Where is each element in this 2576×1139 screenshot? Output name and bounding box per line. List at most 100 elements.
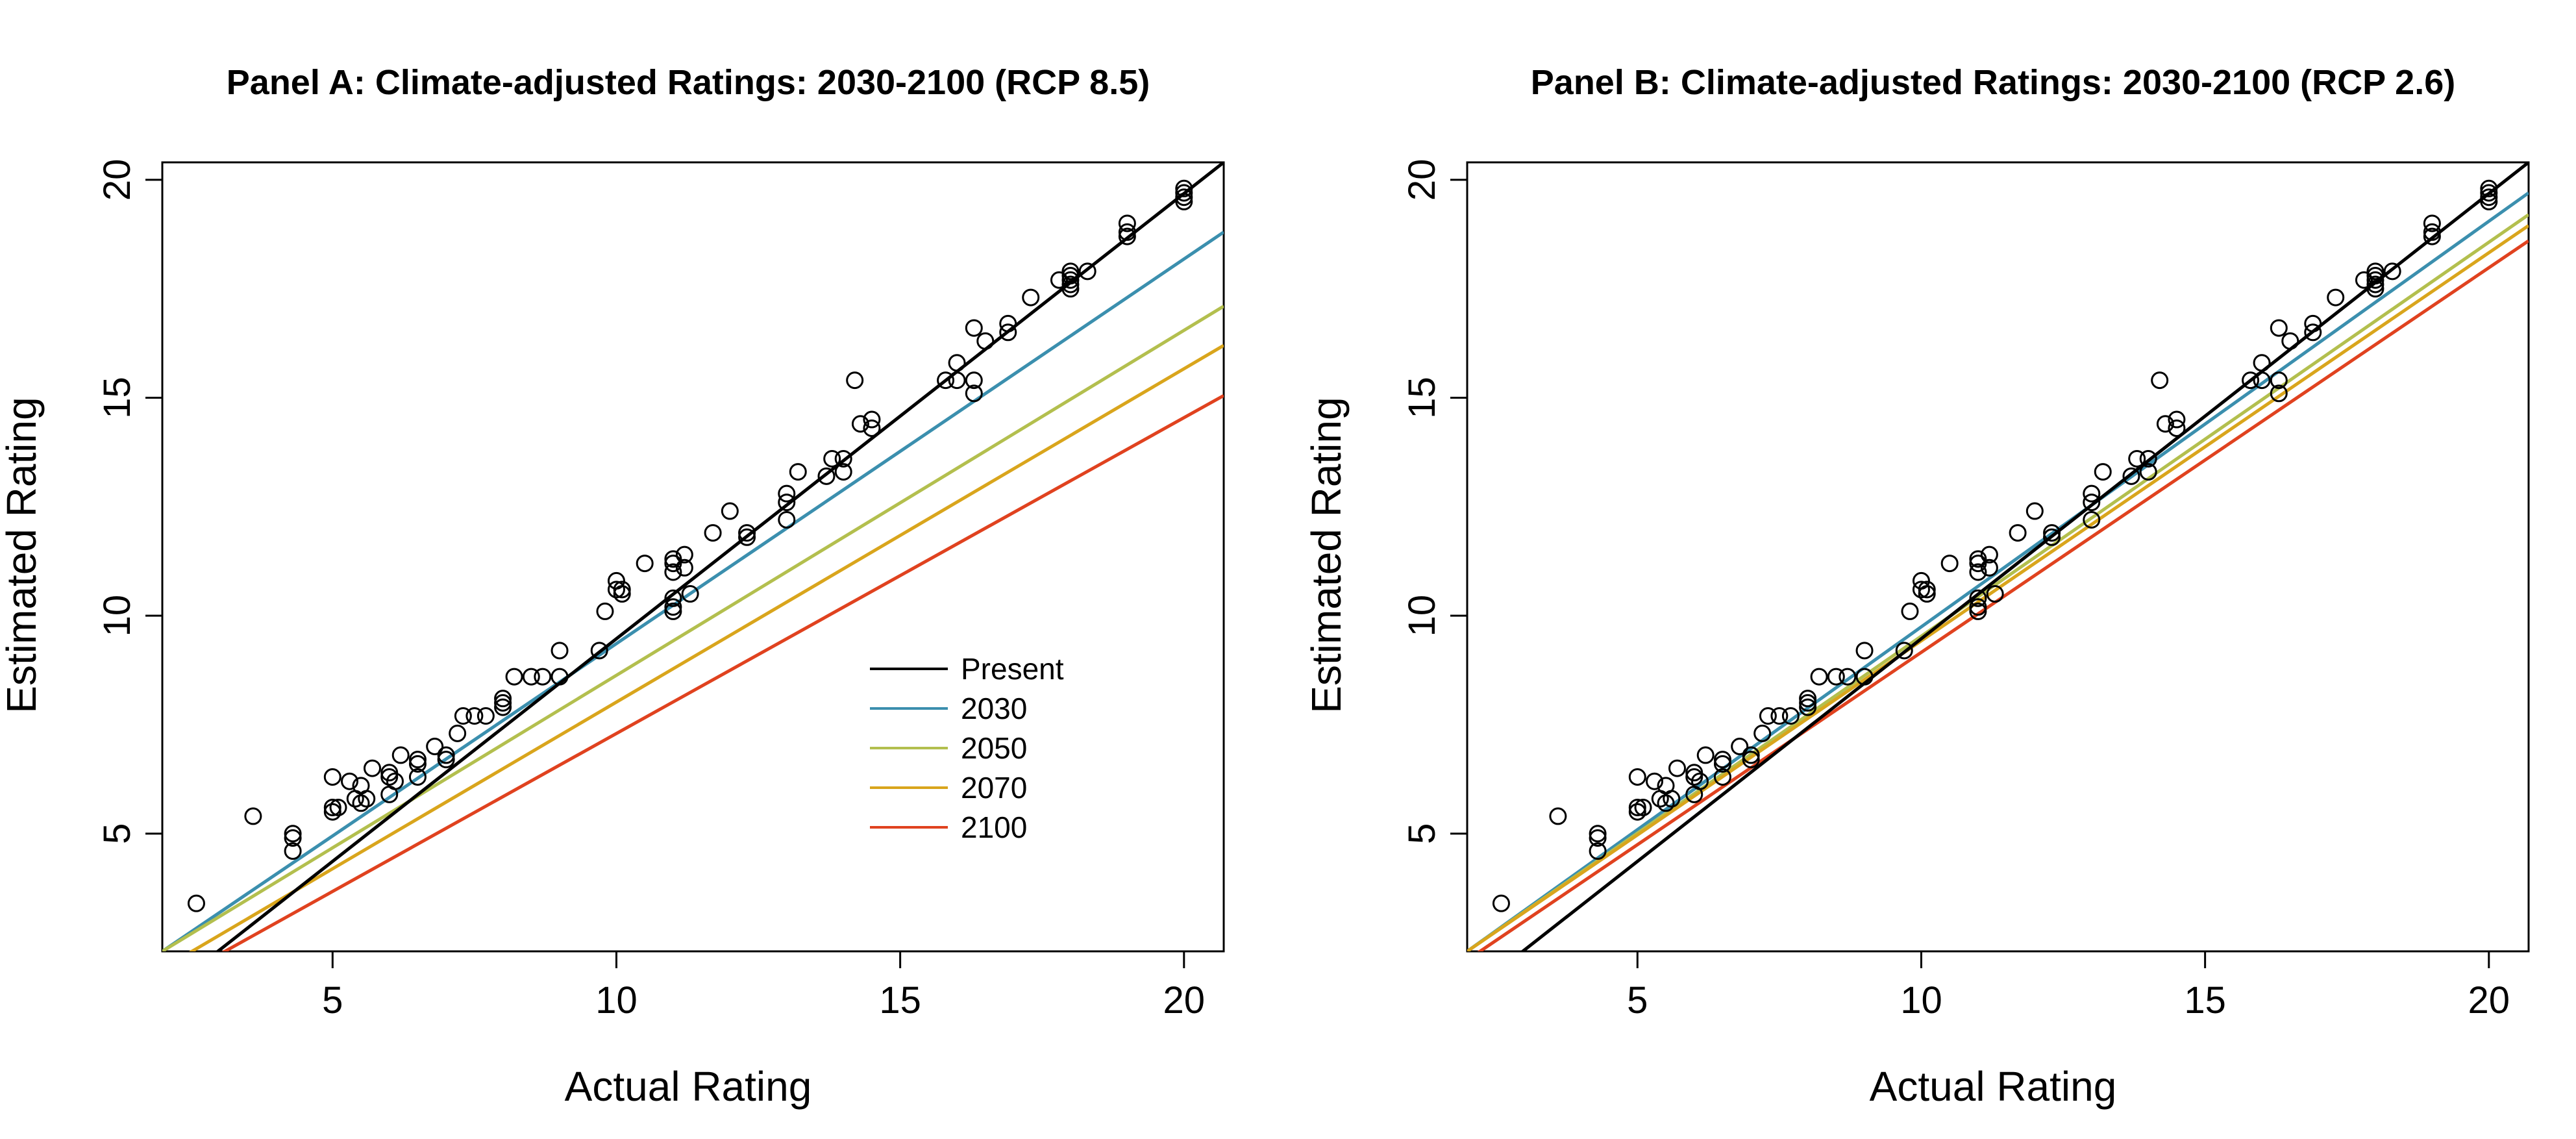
plot-frame bbox=[161, 161, 1225, 953]
data-point bbox=[1589, 842, 1607, 860]
data-point bbox=[437, 746, 455, 764]
data-point bbox=[1685, 768, 1703, 786]
data-point bbox=[999, 314, 1017, 332]
data-point bbox=[664, 563, 682, 581]
plot-area bbox=[162, 162, 1224, 951]
data-point bbox=[551, 642, 569, 660]
data-point bbox=[391, 746, 410, 764]
data-point bbox=[244, 807, 262, 825]
data-point bbox=[386, 772, 404, 790]
data-point bbox=[1781, 707, 1800, 725]
data-point bbox=[2366, 280, 2384, 298]
data-point bbox=[823, 449, 841, 468]
data-point bbox=[1175, 179, 1193, 197]
data-point bbox=[2366, 262, 2384, 281]
y-tick-label: 5 bbox=[96, 823, 138, 844]
data-point bbox=[2094, 463, 2112, 481]
data-point bbox=[465, 707, 484, 725]
data-point bbox=[2043, 524, 2061, 542]
data-point bbox=[664, 602, 682, 620]
data-point bbox=[681, 585, 699, 603]
data-point bbox=[846, 371, 864, 390]
data-point bbox=[380, 764, 399, 782]
data-point bbox=[1980, 545, 1998, 564]
panel-a: Panel A: Climate-adjusted Ratings: 2030-… bbox=[0, 63, 1225, 1110]
data-point bbox=[1969, 550, 1987, 568]
data-point bbox=[863, 419, 881, 437]
data-point bbox=[2156, 415, 2174, 433]
panel-title: Panel B: Climate-adjusted Ratings: 2030-… bbox=[1531, 63, 2455, 102]
data-point bbox=[1713, 755, 1731, 773]
y-tick-label: 15 bbox=[96, 377, 138, 419]
data-point bbox=[2480, 192, 2498, 210]
data-point bbox=[284, 829, 302, 847]
data-point bbox=[1799, 690, 1817, 708]
data-point bbox=[1663, 790, 1681, 808]
data-point bbox=[675, 545, 693, 564]
data-point bbox=[534, 668, 552, 686]
plot-area bbox=[1467, 162, 2529, 951]
data-point bbox=[522, 668, 540, 686]
data-point bbox=[1690, 772, 1709, 790]
series-line-2100 bbox=[221, 394, 1224, 951]
data-point bbox=[323, 768, 341, 786]
data-point bbox=[704, 524, 722, 542]
data-point bbox=[607, 581, 625, 599]
x-tick-label: 5 bbox=[1627, 979, 1648, 1021]
data-point bbox=[596, 602, 614, 620]
data-point bbox=[1770, 707, 1789, 725]
series-line-2030 bbox=[1467, 191, 2529, 951]
data-point bbox=[778, 484, 796, 503]
data-point bbox=[2480, 188, 2498, 207]
data-point bbox=[2242, 371, 2260, 390]
data-point bbox=[1078, 262, 1096, 281]
data-point bbox=[1589, 825, 1607, 843]
y-tick-label: 20 bbox=[96, 159, 138, 201]
data-point bbox=[789, 463, 807, 481]
y-axis-label: Estimated Rating bbox=[0, 397, 45, 713]
data-point bbox=[454, 707, 472, 725]
data-point bbox=[1855, 642, 1874, 660]
data-point bbox=[1855, 668, 1874, 686]
data-point bbox=[613, 581, 631, 599]
data-point bbox=[2025, 502, 2044, 520]
data-point bbox=[1969, 589, 1987, 607]
data-point bbox=[664, 598, 682, 616]
data-point bbox=[1918, 585, 1936, 603]
x-tick-label: 10 bbox=[595, 979, 638, 1021]
data-point bbox=[1986, 585, 2004, 603]
data-point bbox=[1713, 751, 1731, 769]
data-point bbox=[721, 502, 739, 520]
data-point bbox=[590, 642, 608, 660]
data-point bbox=[2151, 371, 2169, 390]
data-point bbox=[2043, 528, 2061, 546]
data-point bbox=[778, 494, 796, 512]
data-point bbox=[2423, 227, 2441, 245]
x-axis-label: Actual Rating bbox=[565, 1063, 812, 1110]
data-point bbox=[937, 371, 955, 390]
data-point bbox=[2366, 275, 2384, 294]
x-axis-label: Actual Rating bbox=[1870, 1063, 2117, 1110]
data-point bbox=[2122, 467, 2140, 485]
data-point bbox=[2083, 484, 2101, 503]
data-point bbox=[1657, 794, 1675, 812]
data-point bbox=[2423, 214, 2441, 232]
data-point bbox=[1646, 772, 1664, 790]
data-point bbox=[1901, 602, 1919, 620]
data-point bbox=[1810, 668, 1828, 686]
data-point bbox=[613, 585, 631, 603]
y-tick-label: 15 bbox=[1401, 377, 1443, 419]
data-point bbox=[2304, 323, 2322, 342]
data-point bbox=[494, 698, 512, 716]
legend: Present 2030 2050 2070 2100 bbox=[870, 652, 1064, 844]
data-point bbox=[1668, 759, 1687, 777]
data-point bbox=[2327, 288, 2345, 307]
data-point bbox=[1969, 555, 1987, 573]
data-point bbox=[494, 694, 512, 712]
data-point bbox=[1731, 738, 1749, 756]
data-point bbox=[1685, 764, 1703, 782]
data-point bbox=[1022, 288, 1040, 307]
data-point bbox=[2139, 463, 2157, 481]
x-tick-label: 20 bbox=[1163, 979, 1206, 1021]
